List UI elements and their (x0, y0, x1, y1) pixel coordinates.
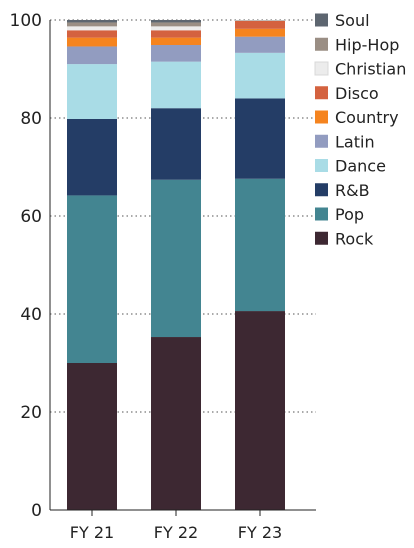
legend-swatch-rock (315, 231, 328, 245)
legend-swatch-christian (314, 61, 329, 76)
bar-segment-dance-0 (67, 64, 117, 119)
legend-swatch-r-b (315, 183, 328, 197)
bar-segment-r-b-2 (235, 98, 285, 179)
bar-segment-country-0 (67, 37, 117, 47)
bar-segment-rock-0 (67, 363, 117, 510)
axes: 0 20 40 60 80 100 FY 21 FY 22 FY 23 (10, 11, 316, 542)
legend-swatch-disco (315, 86, 328, 100)
legend-label-dance: Dance (335, 157, 386, 176)
legend-label-soul: Soul (335, 11, 370, 30)
bar-segment-rock-1 (151, 337, 201, 510)
bar-segment-christian-0 (67, 26, 117, 31)
bar-segment-hip-hop-0 (67, 22, 117, 27)
y-tick-label: 20 (20, 403, 42, 423)
bar-segment-dance-1 (151, 61, 201, 109)
y-tick-label: 100 (10, 11, 42, 31)
y-tick-label: 60 (20, 207, 42, 227)
bar-segment-rock-2 (235, 311, 285, 510)
legend-label-christian: Christian (335, 60, 406, 79)
legend: Soul Hip-Hop Christian Disco Country Latin Dan… (314, 11, 406, 248)
legend-swatch-hip-hop (315, 37, 328, 51)
bar-segment-soul-1 (151, 20, 201, 23)
bar-segment-pop-2 (235, 178, 285, 312)
legend-swatch-pop (315, 207, 328, 221)
y-tick-label: 80 (20, 109, 42, 129)
bar-segment-disco-1 (151, 30, 201, 38)
bar-segment-disco-2 (235, 20, 285, 29)
bar-segment-soul-0 (67, 20, 117, 23)
bar-segment-hip-hop-1 (151, 22, 201, 27)
legend-label-pop: Pop (335, 205, 364, 224)
bar-segment-r-b-1 (151, 108, 201, 180)
legend-swatch-soul (315, 13, 328, 27)
bar-segment-pop-0 (67, 195, 117, 363)
x-tick-label: FY 23 (238, 523, 282, 542)
bar-segment-pop-1 (151, 179, 201, 338)
bar-segment-r-b-0 (67, 118, 117, 196)
legend-swatch-country (315, 110, 328, 124)
bar-segment-dance-2 (235, 52, 285, 99)
bar-segment-country-1 (151, 37, 201, 45)
legend-label-hip-hop: Hip-Hop (335, 35, 399, 54)
y-tick-label: 0 (31, 501, 42, 521)
x-tick-label: FY 21 (70, 523, 114, 542)
legend-label-rock: Rock (335, 229, 374, 248)
legend-label-disco: Disco (335, 84, 379, 103)
legend-label-country: Country (335, 108, 399, 127)
bars (67, 20, 285, 510)
bar-segment-country-2 (235, 28, 285, 37)
bar-segment-latin-2 (235, 36, 285, 53)
x-tick-label: FY 22 (154, 523, 198, 542)
legend-swatch-dance (315, 159, 328, 172)
bar-segment-christian-1 (151, 26, 201, 31)
y-tick-label: 40 (20, 305, 42, 325)
bar-segment-latin-1 (151, 44, 201, 62)
bar-segment-disco-0 (67, 30, 117, 38)
legend-label-latin: Latin (335, 132, 375, 151)
legend-label-r-b: R&B (335, 181, 370, 200)
bar-segment-latin-0 (67, 46, 117, 65)
legend-swatch-latin (315, 134, 328, 148)
